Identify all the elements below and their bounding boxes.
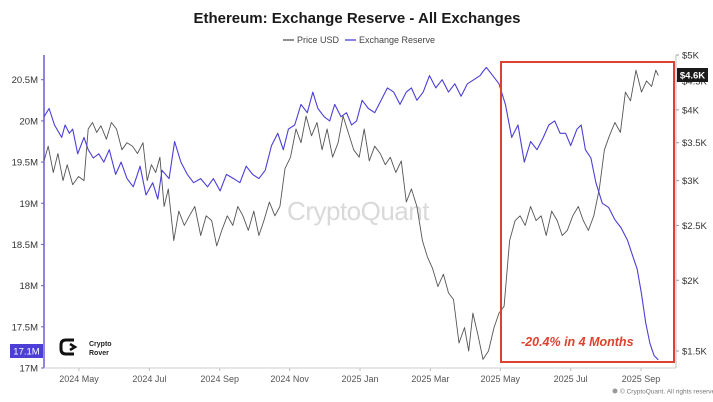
current-price-badge: $4.6K — [677, 68, 708, 82]
x-axis-tick-label: 2025 Jan — [341, 374, 378, 384]
legend-reserve-label: Exchange Reserve — [359, 35, 435, 45]
x-axis-tick-label: 2024 Jul — [132, 374, 166, 384]
exchange-reserve-line — [43, 66, 659, 361]
right-axis-tick-label: $5K — [682, 51, 700, 62]
current-reserve-badge: 17.1M — [10, 344, 43, 358]
legend: Price USD Exchange Reserve — [283, 35, 435, 45]
crypto-rover-logo: Crypto Rover — [59, 338, 112, 357]
left-axis-tick-label: 20.5M — [12, 75, 38, 86]
right-axis-tick-label: $4K — [682, 105, 700, 116]
x-axis-tick-label: 2025 Jul — [554, 374, 588, 384]
x-axis-tick-label: 2025 Mar — [411, 374, 449, 384]
x-axis-tick-label: 2025 May — [481, 374, 521, 384]
crypto-rover-logo-icon — [59, 338, 78, 356]
left-axis-tick-label: 18.5M — [12, 240, 38, 251]
chart-title: Ethereum: Exchange Reserve - All Exchang… — [193, 10, 520, 27]
left-axis-tick-label: 17.5M — [12, 322, 38, 333]
logo-line-1: Crypto — [89, 341, 112, 348]
copyright: © CryptoQuant. All rights reserved — [620, 388, 713, 396]
left-axis-tick-label: 19M — [20, 199, 39, 210]
watermark: CryptoQuant — [287, 196, 430, 226]
current-reserve-value: 17.1M — [13, 347, 39, 358]
highlight-box — [500, 61, 675, 363]
right-axis-tick-label: $1.5K — [682, 347, 707, 358]
legend-price-label: Price USD — [297, 35, 340, 45]
right-axis-tick-label: $3K — [682, 176, 700, 187]
x-axis: 2024 May 2024 Jul 2024 Sep 2024 Nov 2025 Jan… — [59, 368, 660, 384]
x-axis-tick-label: 2025 Sep — [622, 374, 661, 384]
left-axis-tick-label: 17M — [20, 364, 39, 375]
x-axis-tick-label: 2024 May — [59, 374, 99, 384]
left-axis-tick-label: 18M — [20, 281, 39, 292]
x-axis-tick-label: 2024 Sep — [200, 374, 239, 384]
left-axis-tick-label: 20M — [20, 116, 39, 127]
logo-line-2: Rover — [89, 350, 109, 357]
right-axis-tick-label: $3.5K — [682, 138, 707, 149]
right-axis-tick-label: $2.5K — [682, 221, 707, 232]
footer: © CryptoQuant. All rights reserved — [612, 388, 713, 396]
current-price-value: $4.6K — [680, 71, 705, 82]
annotation-text: -20.4% in 4 Months — [521, 335, 634, 349]
cryptoquant-icon — [612, 388, 618, 394]
x-axis-tick-label: 2024 Nov — [270, 374, 309, 384]
left-axis-tick-label: 19.5M — [12, 158, 38, 169]
price-usd-line — [43, 69, 659, 360]
right-axis-tick-label: $2K — [682, 276, 700, 287]
